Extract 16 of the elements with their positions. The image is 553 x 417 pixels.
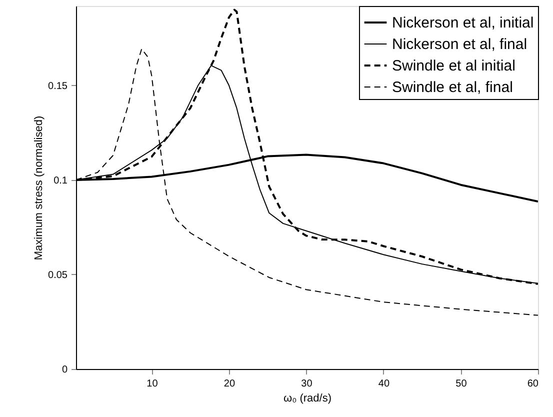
legend-label: Nickerson et al, initial (392, 14, 534, 32)
legend-label: Swindle et al, final (392, 79, 513, 96)
x-tick-label: 60 (527, 378, 539, 390)
x-tick-label: 50 (456, 378, 468, 390)
x-tick-label: 30 (301, 378, 313, 390)
x-tick-label: 40 (378, 378, 390, 390)
y-axis-title: Maximum stress (normalised) (33, 116, 46, 260)
y-tick-label: 0.1 (54, 175, 68, 186)
y-tick-label: 0.15 (48, 80, 68, 92)
x-tick-label: 20 (224, 378, 236, 390)
y-tick-label: 0 (62, 364, 68, 376)
legend-label: Nickerson et al, final (392, 36, 528, 53)
legend-label: Swindle et al initial (392, 58, 516, 74)
y-tick-label: 0.05 (48, 270, 68, 281)
x-tick-label: 10 (146, 378, 158, 390)
x-axis-title: ω₀ (rad/s) (284, 392, 332, 404)
